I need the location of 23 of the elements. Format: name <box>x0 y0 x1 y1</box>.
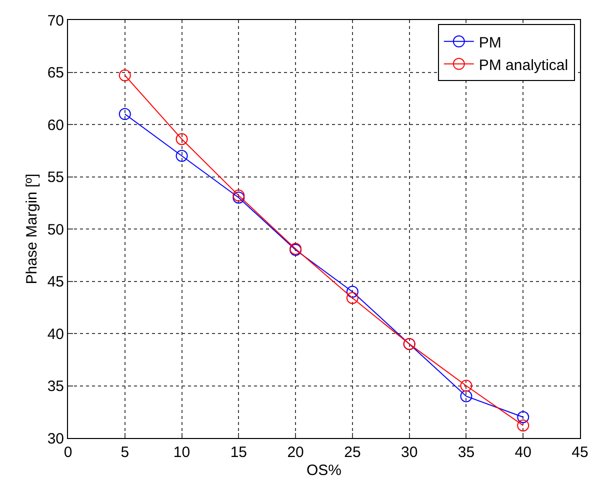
x-tick-label: 5 <box>120 444 130 461</box>
x-tick-label: 20 <box>287 444 304 461</box>
y-axis-title: Phase Margin [º] <box>24 174 41 284</box>
legend-label: PM analytical <box>478 56 568 74</box>
x-tick-label: 40 <box>514 444 532 461</box>
x-tick-label: 25 <box>344 444 361 461</box>
y-tick-label: 30 <box>47 430 64 448</box>
x-axis-title: OS% <box>306 462 342 479</box>
y-tick-label: 55 <box>47 169 64 186</box>
x-tick-label: 0 <box>64 444 72 461</box>
x-tick-label: 15 <box>230 444 248 461</box>
y-tick-label: 40 <box>47 326 64 343</box>
x-tick-label: 35 <box>458 444 475 461</box>
y-tick-label: 65 <box>47 64 64 82</box>
y-tick-label: 50 <box>47 221 64 238</box>
legend-label: PM <box>478 34 502 52</box>
x-tick-label: 45 <box>572 444 588 461</box>
x-tick-label: 10 <box>173 444 190 461</box>
y-tick-label: 70 <box>47 12 64 30</box>
x-tick-label: 30 <box>400 444 418 461</box>
y-tick-label: 45 <box>47 274 64 290</box>
y-tick-label: 35 <box>47 378 64 395</box>
y-tick-label: 60 <box>47 116 64 134</box>
